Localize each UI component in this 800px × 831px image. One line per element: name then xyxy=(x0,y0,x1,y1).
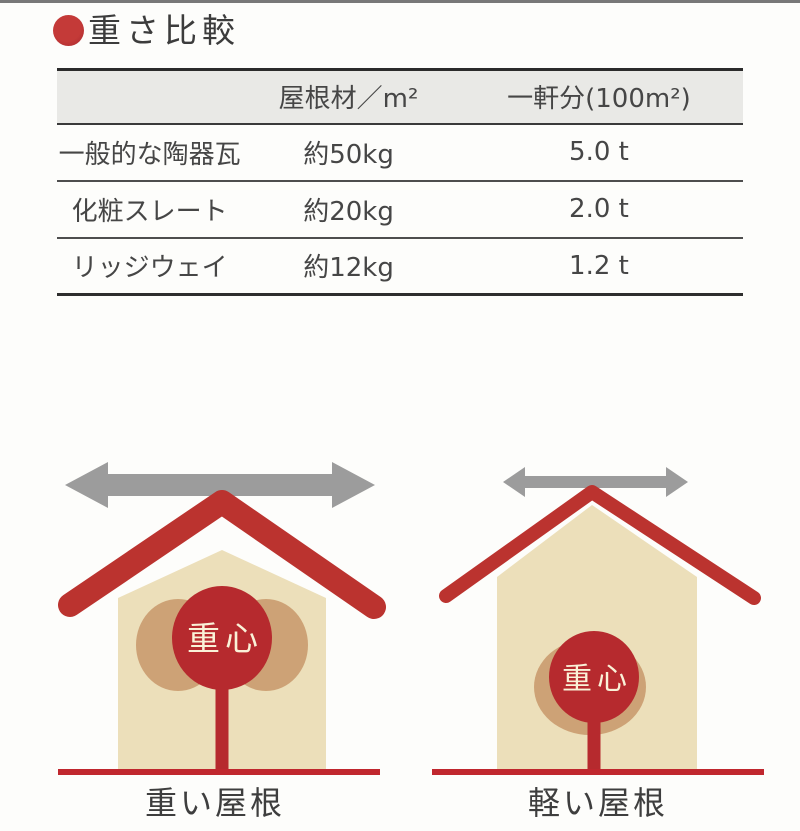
table-header-row: 屋根材／m² 一軒分(100m²) xyxy=(57,69,743,124)
light-roof-stroke xyxy=(439,485,761,605)
light-roof-caption: 軽い屋根 xyxy=(527,784,668,822)
weight-per-m2: 約50kg xyxy=(303,139,394,170)
center-of-gravity-marker xyxy=(172,586,272,690)
section-title-row: 重さ比較 xyxy=(53,14,240,47)
center-of-gravity-label: 重心 xyxy=(562,662,632,697)
light-roof-figure: 重心 xyxy=(420,450,780,782)
col-header-weight-per-house: 一軒分(100m²) xyxy=(507,84,691,115)
center-of-gravity-marker xyxy=(549,631,639,723)
material-name: 一般的な陶器瓦 xyxy=(58,139,241,170)
center-of-gravity-label: 重心 xyxy=(187,619,263,658)
scan-edge-line xyxy=(0,0,800,3)
weight-per-m2: 約12kg xyxy=(303,253,394,284)
weight-per-house: 5.0 t xyxy=(569,137,629,167)
table-row: リッジウェイ 約12kg 1.2 t xyxy=(57,238,743,295)
weight-per-house: 2.0 t xyxy=(569,194,629,224)
heavy-roof-stroke xyxy=(58,490,386,619)
section-title: 重さ比較 xyxy=(88,11,240,50)
col-header-material xyxy=(57,70,242,124)
table-row: 化粧スレート 約20kg 2.0 t xyxy=(57,181,743,238)
sway-arrow-narrow-icon xyxy=(503,467,688,497)
weight-per-house: 1.2 t xyxy=(569,250,629,281)
material-name: 化粧スレート xyxy=(71,196,228,227)
heavy-roof-figure: 重心 xyxy=(40,450,400,782)
heavy-roof-caption: 重い屋根 xyxy=(144,784,285,822)
red-bullet-icon xyxy=(53,15,84,46)
pendulum-stem xyxy=(587,710,601,773)
sway-arrow-wide-icon xyxy=(65,462,375,508)
col-header-weight-per-m2: 屋根材／m² xyxy=(278,84,419,115)
material-name: リッジウェイ xyxy=(71,253,228,284)
table-row: 一般的な陶器瓦 約50kg 5.0 t xyxy=(57,124,743,181)
weight-comparison-table: 屋根材／m² 一軒分(100m²) 一般的な陶器瓦 約50kg 5.0 t 化粧… xyxy=(57,68,743,296)
pendulum-stem xyxy=(215,680,229,773)
weight-per-m2: 約20kg xyxy=(303,196,394,227)
